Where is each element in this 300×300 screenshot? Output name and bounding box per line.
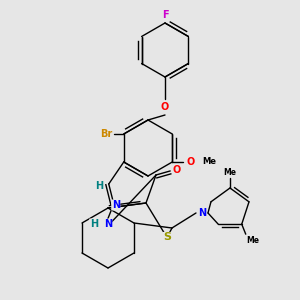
Text: N: N — [104, 219, 112, 229]
Text: N: N — [198, 208, 206, 218]
Text: S: S — [163, 232, 171, 242]
Text: O: O — [161, 102, 169, 112]
Text: Me: Me — [224, 168, 236, 177]
Text: F: F — [162, 10, 168, 20]
Text: Me: Me — [247, 236, 260, 245]
Text: H: H — [95, 181, 103, 191]
Text: Me: Me — [202, 158, 216, 166]
Text: O: O — [186, 157, 194, 167]
Text: O: O — [173, 165, 181, 175]
Text: N: N — [112, 200, 120, 210]
Text: H: H — [90, 219, 98, 229]
Text: Br: Br — [100, 129, 112, 139]
